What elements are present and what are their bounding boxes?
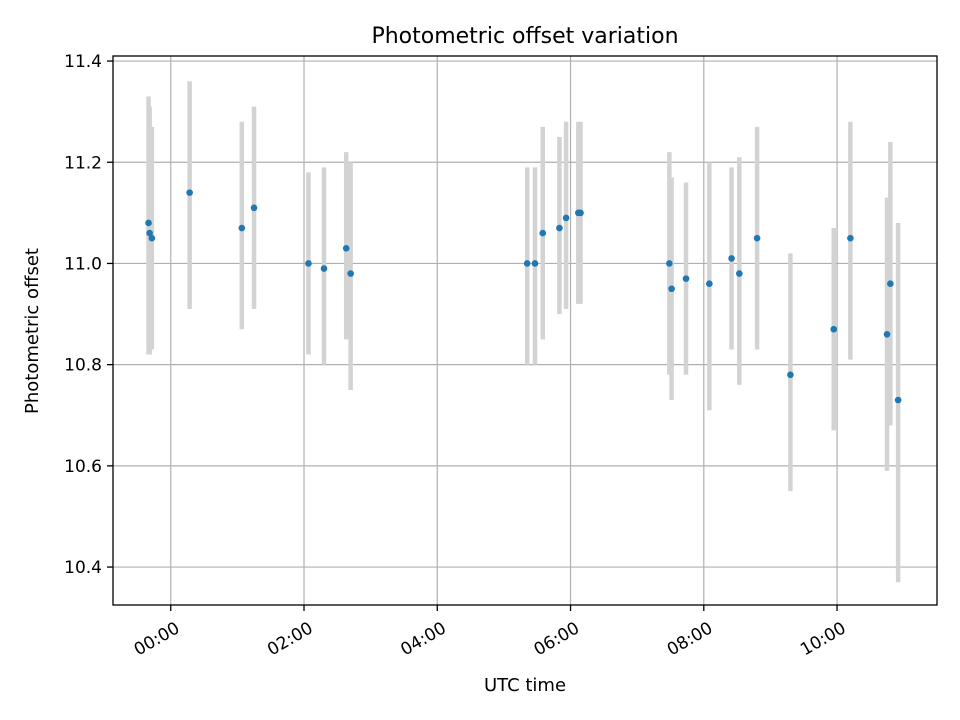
data-point (562, 214, 570, 222)
chart-title: Photometric offset variation (371, 24, 678, 49)
y-tick-label: 10.4 (64, 558, 102, 578)
y-tick-label: 11.2 (64, 153, 102, 173)
error-bars (146, 81, 901, 583)
y-tick-label: 11.0 (64, 254, 102, 274)
data-point (238, 224, 246, 232)
data-point (830, 325, 838, 333)
data-point (250, 204, 258, 212)
x-tick-label: 08:00 (664, 618, 716, 660)
x-axis-label: UTC time (484, 675, 566, 696)
data-point (847, 234, 854, 242)
data-point (666, 260, 673, 267)
data-point (577, 209, 584, 217)
data-point (148, 234, 156, 242)
data-point (531, 260, 539, 267)
y-tick-label: 11.4 (64, 52, 102, 72)
x-tick-label: 10:00 (797, 618, 849, 660)
y-tick-label: 10.6 (64, 457, 102, 477)
x-tick-label: 02:00 (264, 618, 316, 660)
data-point (523, 260, 531, 267)
data-point (736, 270, 743, 277)
data-point (347, 270, 354, 277)
x-tick-label: 00:00 (131, 618, 183, 660)
data-point (556, 224, 563, 232)
data-point (539, 229, 547, 237)
data-point (887, 280, 894, 287)
data-point (305, 260, 312, 267)
x-tick-label: 04:00 (397, 618, 449, 660)
data-point (668, 285, 675, 293)
y-axis-label: Photometric offset (22, 248, 43, 414)
x-tick-label: 06:00 (531, 618, 583, 660)
data-point (320, 265, 328, 272)
data-point (682, 275, 690, 282)
data-point (145, 219, 152, 227)
data-point (894, 396, 902, 404)
data-point (146, 229, 153, 237)
data-point (753, 234, 761, 242)
data-point (342, 244, 350, 252)
y-tick-label: 10.8 (64, 356, 102, 376)
data-point (883, 330, 891, 338)
plot-frame (112, 55, 938, 606)
data-point (787, 371, 794, 379)
data-point (728, 255, 735, 262)
data-point (186, 189, 193, 196)
axis-ticks: 00:00 02:00 04:00 06:00 08:00 10:00 10.4 10.6 10… (64, 52, 849, 660)
data-points (145, 189, 902, 404)
data-point (706, 280, 713, 287)
